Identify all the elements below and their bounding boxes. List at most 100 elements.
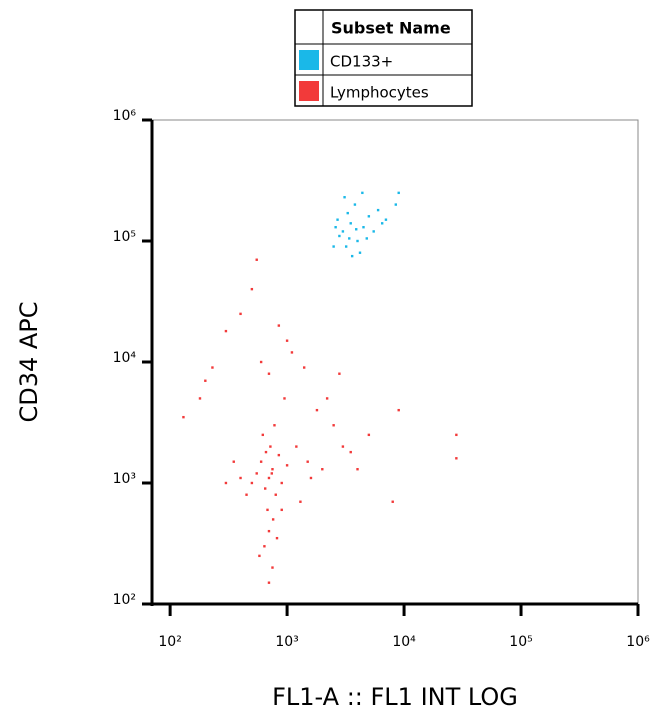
legend-title: Subset Name xyxy=(331,19,451,38)
y-axis-label: CD34 APC xyxy=(15,301,43,422)
point xyxy=(391,500,394,503)
point xyxy=(269,445,272,448)
point xyxy=(349,222,352,225)
point xyxy=(325,397,329,400)
point xyxy=(338,234,341,238)
point xyxy=(267,581,271,584)
plot-frame xyxy=(151,119,639,605)
x-tick-label: 10⁴ xyxy=(392,634,416,650)
point xyxy=(355,228,358,231)
point xyxy=(372,230,375,233)
legend: Subset Name xyxy=(294,9,473,107)
x-tick-label: 10³ xyxy=(275,634,298,650)
point xyxy=(259,460,263,463)
y-tick-label: 10⁶ xyxy=(113,108,137,124)
point xyxy=(271,468,274,471)
point xyxy=(239,312,242,316)
point xyxy=(285,339,289,342)
point xyxy=(263,545,266,548)
legend-label: CD133+ xyxy=(330,53,393,71)
point xyxy=(232,460,235,463)
point xyxy=(270,472,273,475)
point xyxy=(277,453,281,457)
point xyxy=(273,424,276,427)
point xyxy=(332,245,335,248)
point xyxy=(274,493,277,496)
point xyxy=(344,245,348,248)
point xyxy=(267,372,271,375)
point xyxy=(309,476,313,480)
legend-label: Lymphocytes xyxy=(330,84,429,102)
point xyxy=(302,366,306,369)
point xyxy=(258,554,261,558)
point xyxy=(182,415,185,419)
point xyxy=(255,472,258,475)
point xyxy=(250,481,254,485)
x-axis-label: FL1-A :: FL1 INT LOG xyxy=(272,683,518,711)
point xyxy=(250,287,254,291)
legend-swatch xyxy=(299,81,319,101)
y-tick-label: 10² xyxy=(113,592,136,608)
point xyxy=(267,529,271,533)
point xyxy=(356,468,359,471)
point xyxy=(261,433,265,437)
point xyxy=(267,476,271,480)
point xyxy=(275,536,279,540)
point xyxy=(365,237,368,240)
point xyxy=(306,460,309,463)
point xyxy=(315,408,319,412)
point xyxy=(397,408,400,412)
point xyxy=(455,457,458,460)
point xyxy=(343,196,346,199)
point xyxy=(397,191,400,195)
point xyxy=(290,351,294,354)
point xyxy=(341,230,345,233)
point xyxy=(394,203,398,206)
point xyxy=(266,508,269,512)
point xyxy=(280,481,283,485)
point xyxy=(353,203,357,206)
point xyxy=(321,468,324,471)
point xyxy=(299,500,302,503)
point xyxy=(255,258,258,261)
point xyxy=(455,433,458,437)
point xyxy=(332,424,335,427)
y-tick-label: 10⁴ xyxy=(113,350,137,366)
point xyxy=(295,445,298,448)
point xyxy=(277,324,281,327)
point xyxy=(336,218,339,221)
point xyxy=(285,464,289,467)
point xyxy=(283,397,286,400)
point xyxy=(338,372,341,375)
point xyxy=(259,360,263,364)
y-tick-label: 10³ xyxy=(113,471,136,487)
point xyxy=(350,254,354,258)
point xyxy=(239,476,242,480)
point xyxy=(361,191,364,195)
point xyxy=(271,566,274,569)
point xyxy=(264,450,268,454)
point xyxy=(346,211,349,215)
point xyxy=(367,433,371,437)
legend-box xyxy=(294,9,473,107)
point xyxy=(204,379,207,382)
x-tick-label: 10² xyxy=(158,634,181,650)
legend-swatch xyxy=(299,50,319,70)
point xyxy=(356,239,359,243)
point xyxy=(349,450,352,454)
point xyxy=(380,222,384,225)
point xyxy=(367,215,371,218)
point xyxy=(271,518,275,521)
x-tick-label: 10⁵ xyxy=(509,634,532,650)
point xyxy=(224,481,228,485)
point xyxy=(211,366,214,369)
point xyxy=(198,397,202,400)
point xyxy=(358,251,362,254)
point xyxy=(264,487,267,490)
point xyxy=(334,226,337,229)
point xyxy=(384,218,388,221)
point xyxy=(376,208,380,212)
point xyxy=(280,508,283,512)
